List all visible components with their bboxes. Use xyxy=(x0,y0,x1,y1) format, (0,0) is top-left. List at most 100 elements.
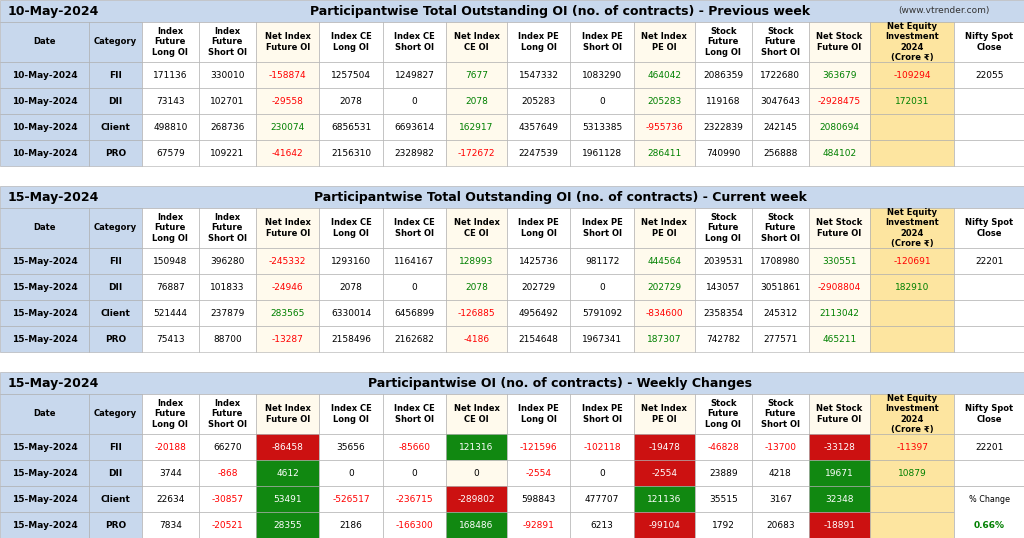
Text: 101833: 101833 xyxy=(210,282,245,292)
Text: Nifty Spot
Close: Nifty Spot Close xyxy=(966,32,1014,52)
Text: Index
Future
Short OI: Index Future Short OI xyxy=(208,399,247,429)
Bar xyxy=(256,114,319,140)
Text: Net Equity
Investment
2024
(Crore ₹): Net Equity Investment 2024 (Crore ₹) xyxy=(886,394,939,434)
Text: 22634: 22634 xyxy=(156,494,184,504)
Bar xyxy=(570,114,634,140)
Bar xyxy=(570,62,634,88)
Bar xyxy=(199,512,256,538)
Text: 128993: 128993 xyxy=(460,257,494,265)
Bar xyxy=(570,274,634,300)
Text: 171136: 171136 xyxy=(153,70,187,80)
Text: 15-May-2024: 15-May-2024 xyxy=(12,282,78,292)
Bar xyxy=(383,300,446,326)
Bar xyxy=(256,88,319,114)
Text: 88700: 88700 xyxy=(213,335,242,343)
Bar xyxy=(383,326,446,352)
Text: 67579: 67579 xyxy=(156,148,184,158)
Bar xyxy=(634,114,694,140)
Text: 2080694: 2080694 xyxy=(819,123,859,131)
Bar xyxy=(0,512,89,538)
Bar xyxy=(507,486,570,512)
Text: -20188: -20188 xyxy=(155,442,186,451)
Text: 143057: 143057 xyxy=(707,282,740,292)
Text: -2908804: -2908804 xyxy=(818,282,861,292)
Bar xyxy=(954,326,1024,352)
Bar xyxy=(570,434,634,460)
Bar xyxy=(256,460,319,486)
Text: 10-May-2024: 10-May-2024 xyxy=(12,96,78,105)
Text: Index PE
Short OI: Index PE Short OI xyxy=(582,404,623,424)
Bar xyxy=(507,62,570,88)
Bar xyxy=(954,486,1024,538)
Text: Stock
Future
Short OI: Stock Future Short OI xyxy=(761,27,800,57)
Text: -20521: -20521 xyxy=(212,520,244,529)
Bar xyxy=(319,22,383,62)
Text: Date: Date xyxy=(34,409,56,419)
Text: 150948: 150948 xyxy=(153,257,187,265)
Text: 598843: 598843 xyxy=(521,494,556,504)
Bar xyxy=(634,140,694,166)
Bar xyxy=(0,460,89,486)
Text: 109221: 109221 xyxy=(210,148,245,158)
Text: Nifty Spot
Close: Nifty Spot Close xyxy=(966,218,1014,238)
Bar xyxy=(89,434,141,460)
Bar xyxy=(570,394,634,434)
Bar xyxy=(319,140,383,166)
Bar xyxy=(870,62,954,88)
Text: 2322839: 2322839 xyxy=(703,123,743,131)
Text: 2158496: 2158496 xyxy=(331,335,371,343)
Text: 15-May-2024: 15-May-2024 xyxy=(12,494,78,504)
Bar xyxy=(141,274,199,300)
Bar xyxy=(446,114,507,140)
Bar xyxy=(141,434,199,460)
Bar xyxy=(954,274,1024,300)
Text: -33128: -33128 xyxy=(823,442,855,451)
Text: 121136: 121136 xyxy=(647,494,681,504)
Bar xyxy=(634,326,694,352)
Text: 1708980: 1708980 xyxy=(760,257,801,265)
Text: 268736: 268736 xyxy=(210,123,245,131)
Text: 20683: 20683 xyxy=(766,520,795,529)
Text: 2078: 2078 xyxy=(340,96,362,105)
Bar xyxy=(89,274,141,300)
Bar xyxy=(752,208,809,248)
Text: Net Index
Future OI: Net Index Future OI xyxy=(265,218,310,238)
Bar xyxy=(634,274,694,300)
Bar xyxy=(383,208,446,248)
Bar xyxy=(319,62,383,88)
Text: 22055: 22055 xyxy=(975,70,1004,80)
Bar xyxy=(0,300,89,326)
Text: 740990: 740990 xyxy=(707,148,740,158)
Text: Stock
Future
Long OI: Stock Future Long OI xyxy=(706,399,741,429)
Text: DII: DII xyxy=(109,469,123,478)
Bar xyxy=(446,208,507,248)
Bar xyxy=(199,248,256,274)
Bar xyxy=(89,62,141,88)
Bar xyxy=(199,486,256,512)
Bar xyxy=(634,486,694,512)
Bar xyxy=(89,486,141,512)
Bar xyxy=(199,274,256,300)
Bar xyxy=(446,62,507,88)
Text: 5313385: 5313385 xyxy=(582,123,623,131)
Bar xyxy=(752,88,809,114)
Text: 75413: 75413 xyxy=(156,335,184,343)
Bar xyxy=(446,486,507,512)
Text: 3744: 3744 xyxy=(159,469,181,478)
Text: 2358354: 2358354 xyxy=(703,308,743,317)
Bar xyxy=(446,22,507,62)
Text: Category: Category xyxy=(94,38,137,46)
Bar xyxy=(694,434,752,460)
Text: 66270: 66270 xyxy=(213,442,242,451)
Text: 1722680: 1722680 xyxy=(761,70,801,80)
Text: 0: 0 xyxy=(348,469,354,478)
Bar xyxy=(383,274,446,300)
Text: 6330014: 6330014 xyxy=(331,308,371,317)
Text: Index
Future
Long OI: Index Future Long OI xyxy=(153,27,188,57)
Text: 205283: 205283 xyxy=(647,96,681,105)
Text: 15-May-2024: 15-May-2024 xyxy=(8,377,99,390)
Bar xyxy=(694,394,752,434)
Text: -158874: -158874 xyxy=(269,70,306,80)
Bar xyxy=(0,326,89,352)
Bar xyxy=(752,62,809,88)
